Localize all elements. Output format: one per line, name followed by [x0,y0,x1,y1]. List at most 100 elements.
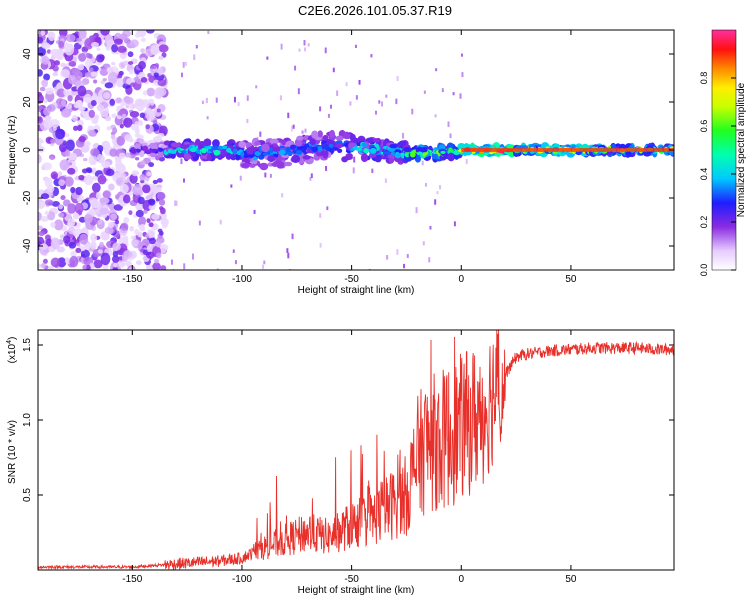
noise-blob [38,137,43,145]
noise-blob [49,138,57,144]
noise-blob [125,260,133,267]
noise-speck [207,30,210,35]
noise-blob [118,152,126,160]
noise-blob [66,104,73,110]
noise-speck [279,95,282,101]
noise-blob [157,132,165,138]
noise-blob [70,186,76,194]
noise-speck [291,233,294,240]
noise-blob [131,44,136,49]
noise-blob [123,216,130,224]
noise-blob [43,73,51,81]
signal-halo [272,146,281,152]
noise-speck [319,106,322,112]
noise-blob [117,45,127,53]
noise-blob [50,221,56,228]
noise-speck [280,43,283,50]
noise-blob [88,154,98,166]
noise-blob [60,108,71,118]
noise-blob [38,93,44,104]
noise-speck [436,191,439,195]
noise-blob [152,262,161,270]
snr-series-line [38,330,674,570]
signal-core [287,151,293,156]
noise-blob [93,79,98,84]
signal-halo [259,162,269,171]
signal-core [369,147,377,154]
noise-speck [310,173,313,179]
noise-speck [421,160,424,166]
noise-blob [86,168,93,174]
noise-speck [246,95,249,101]
noise-speck [246,118,249,124]
noise-blob [88,129,96,137]
noise-blob [117,260,126,268]
noise-blob [96,47,101,51]
noise-blob [56,88,66,98]
noise-blob [123,250,133,259]
noise-speck [447,121,450,128]
noise-speck [264,172,267,178]
noise-speck [459,93,462,99]
noise-blob [90,233,98,243]
noise-blob [139,134,144,140]
noise-blob [129,138,134,143]
noise-blob [97,174,107,185]
noise-speck [294,65,297,71]
signal-halo [254,141,261,146]
noise-blob [60,68,70,78]
noise-blob [132,184,143,196]
noise-blob [127,61,134,65]
noise-speck [239,175,242,181]
noise-speck [358,79,361,85]
noise-speck [465,158,468,165]
signal-halo [245,141,251,148]
noise-blob [71,115,78,122]
noise-blob [96,104,104,112]
y-tick-label: -20 [22,190,33,205]
noise-blob [53,60,60,66]
noise-blob [155,252,162,259]
noise-speck [262,264,265,269]
noise-blob [78,30,87,39]
noise-blob [38,230,45,237]
noise-blob [76,242,81,247]
signal-core [274,153,279,158]
noise-blob [50,257,61,268]
noise-blob [74,70,83,81]
noise-blob [138,216,147,226]
noise-speck [461,72,464,78]
noise-speck [304,128,307,133]
noise-speck [191,253,194,260]
signal-core [336,140,343,145]
noise-blob [130,235,137,240]
noise-speck [215,97,218,103]
noise-blob [38,145,45,153]
signal-halo [246,146,254,156]
signal-halo [345,153,353,159]
noise-blob [146,171,152,177]
signal-core [285,146,291,152]
signal-halo [403,147,412,152]
noise-blob [68,61,77,67]
noise-blob [42,162,52,171]
signal-halo [393,149,402,154]
signal-core [150,148,158,152]
noise-blob [89,67,94,73]
signal-halo [342,133,352,140]
noise-blob [138,119,143,126]
noise-blob [109,98,116,106]
snr-frame [37,329,675,571]
noise-blob [103,141,111,149]
noise-blob [108,183,115,191]
signal-halo [446,142,454,150]
signal-core [296,145,303,150]
signal-halo [317,130,323,138]
noise-blob [64,176,74,187]
noise-blob [157,228,163,233]
noise-blob [156,191,166,201]
signal-halo [238,141,247,148]
noise-blob [120,101,125,107]
noise-blob [146,112,155,122]
signal-halo [669,150,674,156]
